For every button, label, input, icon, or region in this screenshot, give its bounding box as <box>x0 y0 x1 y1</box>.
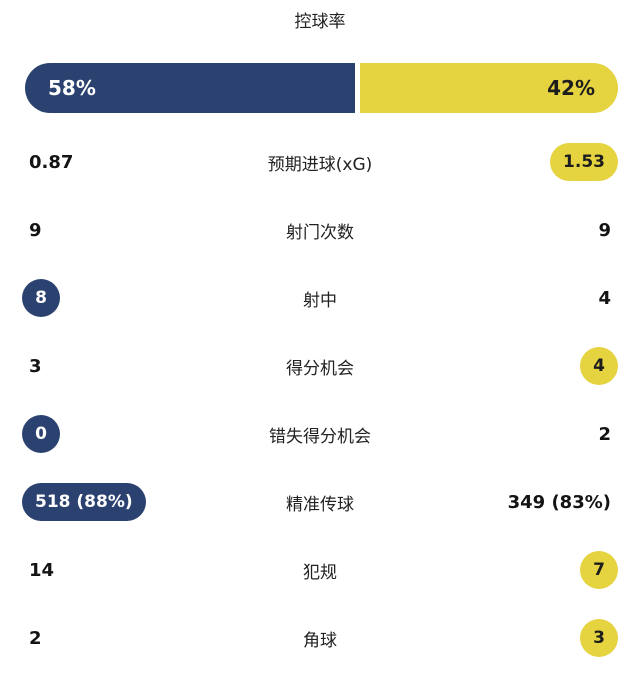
stat-row: 8 射中 4 <box>0 264 640 332</box>
possession-title: 控球率 <box>294 12 346 32</box>
stat-row: 0 错失得分机会 2 <box>0 400 640 468</box>
home-value: 9 <box>29 219 42 241</box>
stat-row: 0.87 预期进球(xG) 1.53 <box>0 128 640 196</box>
home-possession-value: 58% <box>48 76 96 100</box>
home-value: 0.87 <box>29 151 74 173</box>
home-value: 0 <box>22 415 60 453</box>
home-side: 9 <box>22 220 152 241</box>
away-possession-value: 42% <box>547 76 595 100</box>
away-value: 7 <box>580 551 618 589</box>
stat-row: 3 得分机会 4 <box>0 332 640 400</box>
away-side: 1.53 <box>488 143 618 181</box>
stat-label: 角球 <box>303 630 337 651</box>
possession-bar: 58% 42% <box>25 63 618 113</box>
home-side: 2 <box>22 628 152 649</box>
away-side: 2 <box>488 424 618 445</box>
home-possession-segment: 58% <box>25 63 355 113</box>
home-side: 8 <box>22 279 152 317</box>
stat-label: 得分机会 <box>286 358 354 379</box>
stat-label: 错失得分机会 <box>269 426 371 447</box>
away-side: 4 <box>488 288 618 309</box>
stat-row: 9 射门次数 9 <box>0 196 640 264</box>
home-value: 2 <box>29 627 42 649</box>
away-possession-segment: 42% <box>359 63 618 113</box>
away-side: 3 <box>488 619 618 657</box>
stat-label: 射中 <box>303 290 337 311</box>
away-side: 4 <box>488 347 618 385</box>
away-value: 1.53 <box>550 143 618 181</box>
home-side: 3 <box>22 356 152 377</box>
home-value: 14 <box>29 559 55 581</box>
stat-label: 射门次数 <box>286 222 354 243</box>
stats-list: 0.87 预期进球(xG) 1.53 9 射门次数 9 8 射中 4 3 得分机… <box>0 128 640 672</box>
away-value: 4 <box>598 287 611 309</box>
away-side: 349 (83%) <box>488 492 618 513</box>
away-value: 9 <box>598 219 611 241</box>
stat-label: 犯规 <box>303 562 337 583</box>
home-value: 518 (88%) <box>22 483 146 521</box>
home-value: 3 <box>29 355 42 377</box>
home-side: 14 <box>22 560 152 581</box>
home-value: 8 <box>22 279 60 317</box>
away-side: 9 <box>488 220 618 241</box>
away-value: 349 (83%) <box>507 491 611 513</box>
stat-row: 518 (88%) 精准传球 349 (83%) <box>0 468 640 536</box>
stat-row: 14 犯规 7 <box>0 536 640 604</box>
home-side: 0 <box>22 415 152 453</box>
home-side: 0.87 <box>22 152 152 173</box>
away-side: 7 <box>488 551 618 589</box>
stat-row: 2 角球 3 <box>0 604 640 672</box>
away-value: 3 <box>580 619 618 657</box>
away-value: 4 <box>580 347 618 385</box>
stat-label: 精准传球 <box>286 494 354 515</box>
away-value: 2 <box>598 423 611 445</box>
stat-label: 预期进球(xG) <box>267 154 373 175</box>
home-side: 518 (88%) <box>22 483 152 521</box>
